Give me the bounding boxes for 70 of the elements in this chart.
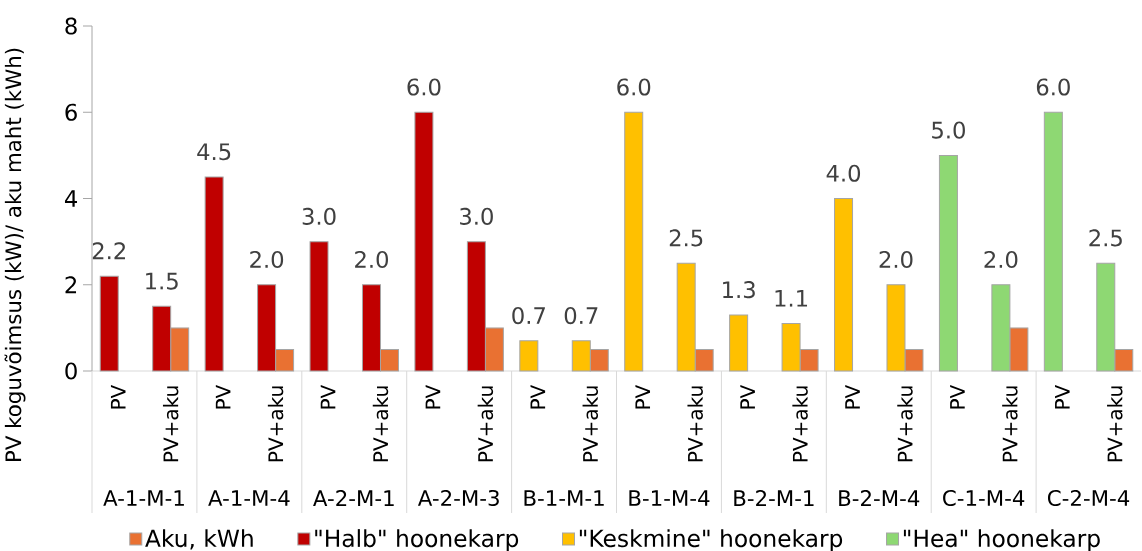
data-label: 2.0: [250, 250, 284, 269]
data-label: 2.2: [92, 242, 125, 260]
x-tick-label: PV+aku: [1107, 386, 1123, 462]
data-label: 1.1: [775, 290, 808, 307]
data-label: 3.0: [460, 207, 493, 225]
data-label: 2.0: [879, 250, 913, 269]
x-tick-label: PV: [215, 384, 231, 409]
data-label: 2.0: [984, 250, 1018, 269]
text: C-2-M-4: [1047, 489, 1130, 507]
bar: [938, 154, 958, 372]
y-tick-label: 6: [65, 103, 77, 121]
legend-label: "Keskmine" hoonekarp: [579, 529, 843, 551]
x-tick-label: PV: [740, 384, 755, 409]
data-label: 4.0: [826, 164, 861, 182]
text: B-1-M-4: [629, 490, 710, 506]
data-label: 6.0: [1036, 78, 1070, 96]
data-label: 2.5: [1089, 229, 1122, 247]
y-axis-title: PV koguvõimsus (kW)/ aku maht (kWh): [4, 48, 26, 461]
bar: [624, 111, 644, 372]
bar: [1043, 111, 1063, 372]
bar: [729, 314, 749, 372]
bar: [309, 241, 329, 372]
text: B-2-M-4: [839, 490, 920, 506]
x-tick-label: PV+aku: [267, 386, 284, 462]
x-tick-label: PV+aku: [582, 386, 599, 462]
bar: [414, 111, 434, 372]
x-tick-label: PV+aku: [477, 386, 494, 462]
x-tick-label: PV: [635, 384, 651, 409]
y-tick-label: 8: [65, 17, 77, 35]
x-tick-label: PV: [320, 384, 336, 409]
legend-label: "Halb" hoonekarp: [315, 529, 519, 551]
bar: [834, 198, 854, 372]
x-tick-label: PV: [845, 384, 860, 409]
text: B-2-M-1: [734, 490, 814, 506]
data-label: 0.7: [564, 306, 598, 325]
y-tick-label: 2: [65, 276, 77, 294]
x-tick-label: PV+aku: [372, 386, 389, 462]
bar: [519, 340, 539, 372]
x-tick-label: PV: [425, 384, 441, 409]
legend-label: Aku, kWh: [145, 529, 253, 550]
text: A-1-M-1: [103, 490, 184, 506]
x-tick-label: PV+aku: [1002, 386, 1018, 462]
x-tick-label: PV+aku: [162, 386, 179, 462]
x-tick-label: PV: [530, 384, 546, 409]
data-label: 4.5: [197, 143, 231, 161]
y-tick-label: 4: [64, 190, 78, 207]
data-label: 2.5: [669, 229, 703, 247]
data-label: 5.0: [932, 121, 965, 139]
x-tick-label: PV+aku: [897, 386, 913, 462]
text: A-2-M-1: [313, 490, 394, 506]
data-label: 3.0: [302, 207, 336, 225]
bar: [204, 176, 224, 372]
bar: [99, 275, 119, 372]
data-label: 6.0: [407, 78, 441, 96]
x-tick-label: PV+aku: [687, 386, 703, 462]
text: A-2-M-3: [417, 489, 499, 507]
text: A-1-M-4: [208, 490, 290, 506]
legend-label: "Hea" hoonekarp: [903, 529, 1100, 551]
text: C-1-M-4: [943, 489, 1025, 507]
data-label: 1.3: [723, 281, 755, 299]
x-tick-label: PV: [950, 384, 965, 409]
data-label: 1.5: [146, 272, 178, 290]
y-tick-label: 0: [65, 362, 77, 380]
text: B-1-M-1: [524, 490, 604, 506]
x-tick-label: PV+aku: [792, 386, 808, 462]
data-label: 2.0: [355, 250, 388, 269]
x-tick-label: PV: [1055, 384, 1070, 409]
data-label: 6.0: [617, 78, 651, 96]
x-tick-label: PV: [110, 384, 126, 409]
data-label: 0.7: [512, 306, 545, 325]
